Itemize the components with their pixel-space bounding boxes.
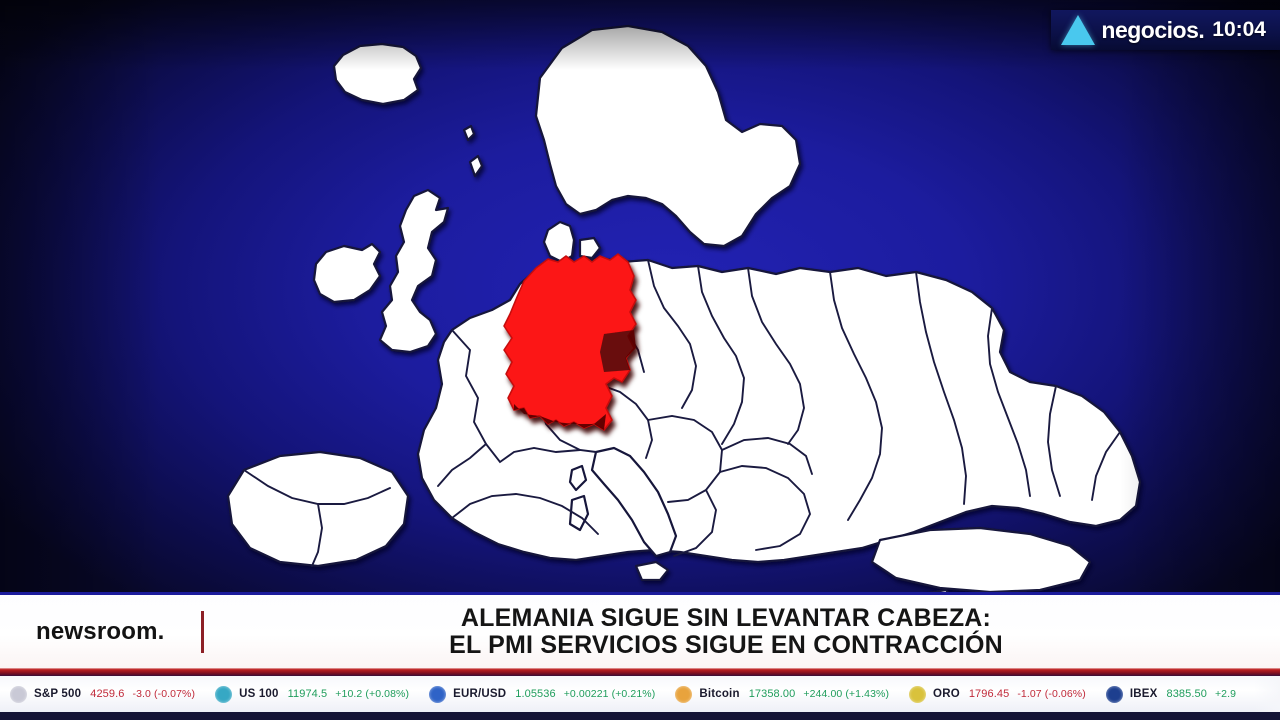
ticker-item[interactable]: Bitcoin 17358.00 +244.00 (+1.43%) bbox=[665, 676, 899, 712]
sp500-icon bbox=[10, 685, 27, 703]
ticker-item[interactable]: US 100 11974.5 +10.2 (+0.08%) bbox=[205, 676, 419, 712]
ticker-item[interactable]: ORO 1796.45 -1.07 (-0.06%) bbox=[899, 676, 1096, 712]
island-sicily bbox=[634, 560, 670, 582]
ticker-change: -3.0 (-0.07%) bbox=[132, 688, 196, 700]
ticker-symbol: Bitcoin bbox=[699, 688, 740, 700]
clock-time: 10:04 bbox=[1212, 18, 1266, 41]
ticker-price: 11974.5 bbox=[287, 688, 328, 700]
ticker-symbol: US 100 bbox=[239, 688, 279, 700]
brand-divider bbox=[201, 611, 204, 653]
country-great-britain bbox=[378, 188, 450, 354]
ticker-change: +2.9 bbox=[1214, 688, 1237, 700]
us100-icon bbox=[215, 685, 233, 703]
ticker-symbol: S&P 500 bbox=[34, 688, 82, 700]
country-denmark bbox=[542, 220, 576, 264]
ticker-change: +10.2 (+0.08%) bbox=[335, 688, 410, 700]
play-triangle-icon bbox=[1061, 15, 1096, 45]
ticker-change: +0.00221 (+0.21%) bbox=[563, 688, 656, 700]
bottom-letterbox bbox=[0, 712, 1280, 720]
country-turkey bbox=[870, 526, 1092, 594]
country-scandinavia bbox=[534, 24, 802, 248]
brand-block: newsroom. bbox=[0, 595, 232, 668]
ticker-price: 4259.6 bbox=[90, 688, 125, 700]
ticker-symbol: ORO bbox=[933, 688, 960, 700]
bitcoin-icon bbox=[675, 685, 693, 703]
country-denmark-islands bbox=[578, 236, 602, 260]
island-shetland bbox=[468, 154, 484, 178]
program-brand: newsroom. bbox=[36, 617, 165, 645]
accent-separator-bar bbox=[0, 668, 1280, 676]
ticker-item[interactable]: EUR/USD 1.05536 +0.00221 (+0.21%) bbox=[419, 676, 665, 712]
eurusd-icon bbox=[429, 685, 447, 703]
ticker-change: +244.00 (+1.43%) bbox=[803, 688, 890, 700]
headline-block: ALEMANIA SIGUE SIN LEVANTAR CABEZA: EL P… bbox=[232, 603, 1280, 659]
channel-name: negocios. bbox=[1101, 16, 1205, 43]
gold-icon bbox=[909, 685, 927, 703]
country-iceland bbox=[332, 42, 423, 106]
ticker-price: 1.05536 bbox=[515, 688, 556, 700]
island-faroe bbox=[462, 124, 476, 142]
ticker-price: 17358.00 bbox=[748, 688, 796, 700]
country-ireland bbox=[312, 242, 382, 304]
headline-line-2: EL PMI SERVICIOS SIGUE EN CONTRACCIÓN bbox=[449, 630, 1003, 659]
ticker-change: -1.07 (-0.06%) bbox=[1017, 688, 1086, 700]
market-ticker[interactable]: S&P 500 4259.6 -3.0 (-0.07%) US 100 11974.5 +… bbox=[0, 676, 1280, 712]
ibex-icon bbox=[1105, 685, 1123, 703]
ticker-item[interactable]: IBEX 8385.50 +2.9 bbox=[1096, 676, 1246, 712]
ticker-price: 1796.45 bbox=[968, 688, 1010, 700]
ticker-symbol: EUR/USD bbox=[453, 688, 507, 700]
ticker-item[interactable]: S&P 500 4259.6 -3.0 (-0.07%) bbox=[0, 676, 205, 712]
ticker-symbol: IBEX bbox=[1129, 688, 1158, 700]
lower-third-banner: newsroom. ALEMANIA SIGUE SIN LEVANTAR CA… bbox=[0, 592, 1280, 668]
headline-line-1: ALEMANIA SIGUE SIN LEVANTAR CABEZA: bbox=[460, 603, 992, 632]
channel-bug: negocios. 10:04 bbox=[1051, 10, 1280, 50]
ticker-price: 8385.50 bbox=[1166, 688, 1207, 700]
